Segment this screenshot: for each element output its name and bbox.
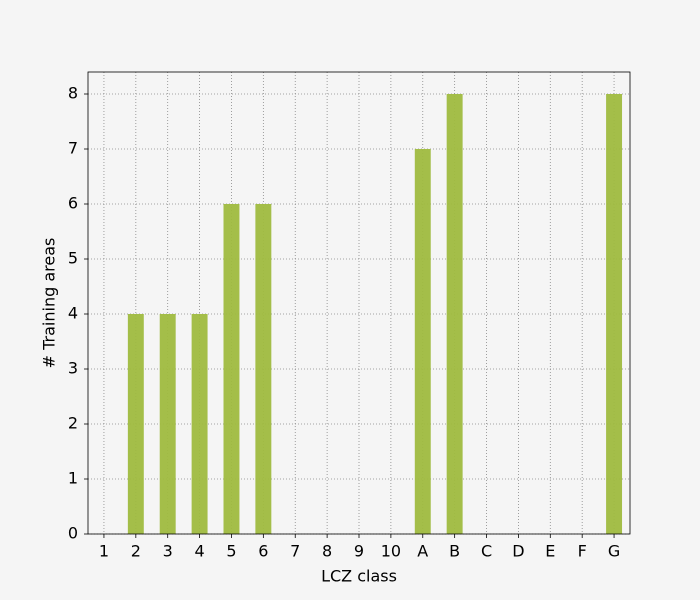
y-tick-label: 1 [68,469,78,488]
x-tick-label: G [608,542,620,561]
plot-frame [87,71,631,535]
bar [159,314,176,534]
y-tick-label: 4 [68,304,78,323]
y-tick-label: 8 [68,84,78,103]
y-tick-label: 5 [68,249,78,268]
bar [606,94,623,534]
x-tick-label: 5 [226,542,236,561]
x-tick-label: 8 [322,542,332,561]
bar [223,204,240,534]
y-tick-label: 7 [68,139,78,158]
x-axis-label: LCZ class [321,567,397,586]
x-tick-label: F [578,542,587,561]
x-tick-label: A [417,542,428,561]
bar [414,149,431,534]
x-tick-label: 2 [131,542,141,561]
y-axis-label: # Training areas [40,238,59,369]
x-tick-label: D [512,542,524,561]
x-tick-label: 9 [354,542,364,561]
y-tick-label: 3 [68,359,78,378]
bar [446,94,463,534]
bar [191,314,208,534]
x-tick-label: 7 [290,542,300,561]
y-tick-label: 0 [68,524,78,543]
bar [127,314,144,534]
y-tick-label: 6 [68,194,78,213]
x-tick-label: 10 [381,542,401,561]
x-tick-label: 6 [258,542,268,561]
bar [255,204,272,534]
x-tick-label: 3 [163,542,173,561]
x-tick-label: 1 [99,542,109,561]
x-tick-label: E [545,542,555,561]
x-tick-label: 4 [194,542,204,561]
x-tick-label: B [449,542,460,561]
x-tick-label: C [481,542,492,561]
y-tick-label: 2 [68,414,78,433]
